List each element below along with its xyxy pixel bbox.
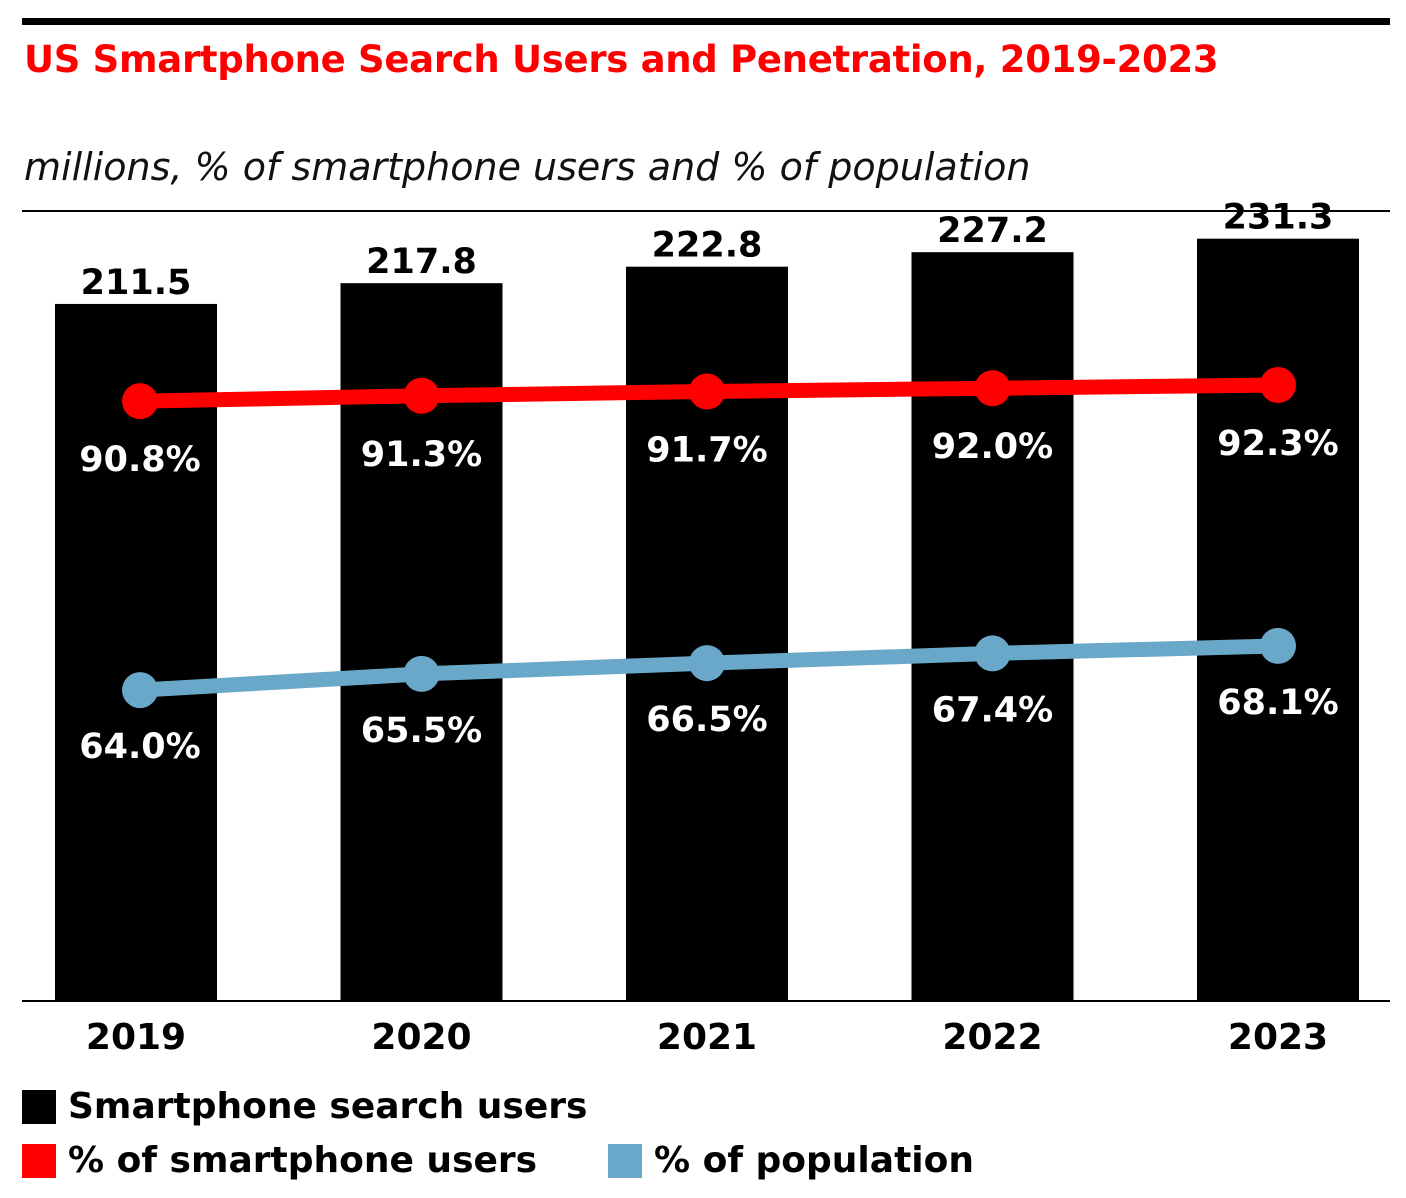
bar-value-label-2023: 231.3: [1223, 198, 1334, 238]
subtitle-rule: [22, 210, 1390, 212]
point-smartphone-users-2021: [689, 373, 725, 410]
point-label-population-2019: 64.0%: [79, 727, 200, 767]
point-population-2019: [122, 672, 158, 709]
point-population-2021: [689, 645, 725, 682]
legend-swatch-smartphone-users: [22, 1143, 56, 1178]
data-labels-layer: 211.5 217.8 222.8 227.2 231.3 90.8% 91.3% 91.7%…: [79, 198, 1338, 767]
legend-label-smartphone-users: % of smartphone users: [68, 1140, 538, 1181]
point-label-smartphone-users-2020: 91.3%: [361, 435, 482, 475]
point-smartphone-users-2022: [974, 370, 1011, 407]
point-label-population-2023: 68.1%: [1217, 683, 1338, 723]
bar-value-label-2019: 211.5: [81, 263, 192, 303]
bar-value-label-2020: 217.8: [366, 242, 477, 282]
x-tick-label-2023: 2023: [1228, 1017, 1328, 1058]
point-smartphone-users-2020: [403, 377, 440, 414]
legend-label-bars: Smartphone search users: [68, 1086, 588, 1127]
point-population-2023: [1260, 627, 1296, 664]
x-tick-label-2019: 2019: [86, 1017, 186, 1058]
point-label-population-2022: 67.4%: [932, 690, 1053, 730]
bar-value-label-2021: 222.8: [652, 226, 763, 266]
point-label-smartphone-users-2022: 92.0%: [932, 427, 1053, 467]
legend-item-population: % of population: [608, 1140, 974, 1181]
bar-2019: [55, 303, 217, 1001]
point-label-smartphone-users-2023: 92.3%: [1217, 424, 1338, 464]
chart: 2019 2020 2021 2022 2023 211.5 217.8 222.8 227.…: [22, 198, 1390, 1058]
bar-2022: [911, 252, 1074, 1002]
point-population-2020: [403, 655, 440, 692]
point-population-2022: [974, 635, 1011, 672]
legend-swatch-population: [608, 1143, 642, 1178]
legend-item-bars: Smartphone search users: [22, 1086, 587, 1127]
x-tick-label-2021: 2021: [657, 1017, 757, 1058]
x-tick-label-2022: 2022: [942, 1017, 1042, 1058]
point-label-smartphone-users-2021: 91.7%: [646, 430, 767, 470]
top-rule: [22, 18, 1390, 25]
lines-layer: [122, 367, 1296, 709]
legend-swatch-bars: [22, 1089, 56, 1124]
point-label-population-2020: 65.5%: [361, 711, 482, 751]
bar-2023: [1197, 238, 1359, 1001]
bars-layer: [55, 238, 1359, 1002]
point-smartphone-users-2019: [122, 383, 158, 420]
x-tick-label-2020: 2020: [371, 1017, 471, 1058]
bar-value-label-2022: 227.2: [937, 211, 1048, 251]
legend-item-smartphone-users: % of smartphone users: [22, 1140, 537, 1181]
point-smartphone-users-2023: [1260, 367, 1296, 404]
chart-title: US Smartphone Search Users and Penetrati…: [24, 38, 1219, 81]
legend-label-population: % of population: [654, 1140, 974, 1181]
point-label-population-2021: 66.5%: [646, 700, 767, 740]
x-tick-labels: 2019 2020 2021 2022 2023: [86, 1017, 1328, 1058]
chart-subtitle: millions, % of smartphone users and % of…: [24, 145, 1031, 189]
point-label-smartphone-users-2019: 90.8%: [79, 440, 200, 480]
